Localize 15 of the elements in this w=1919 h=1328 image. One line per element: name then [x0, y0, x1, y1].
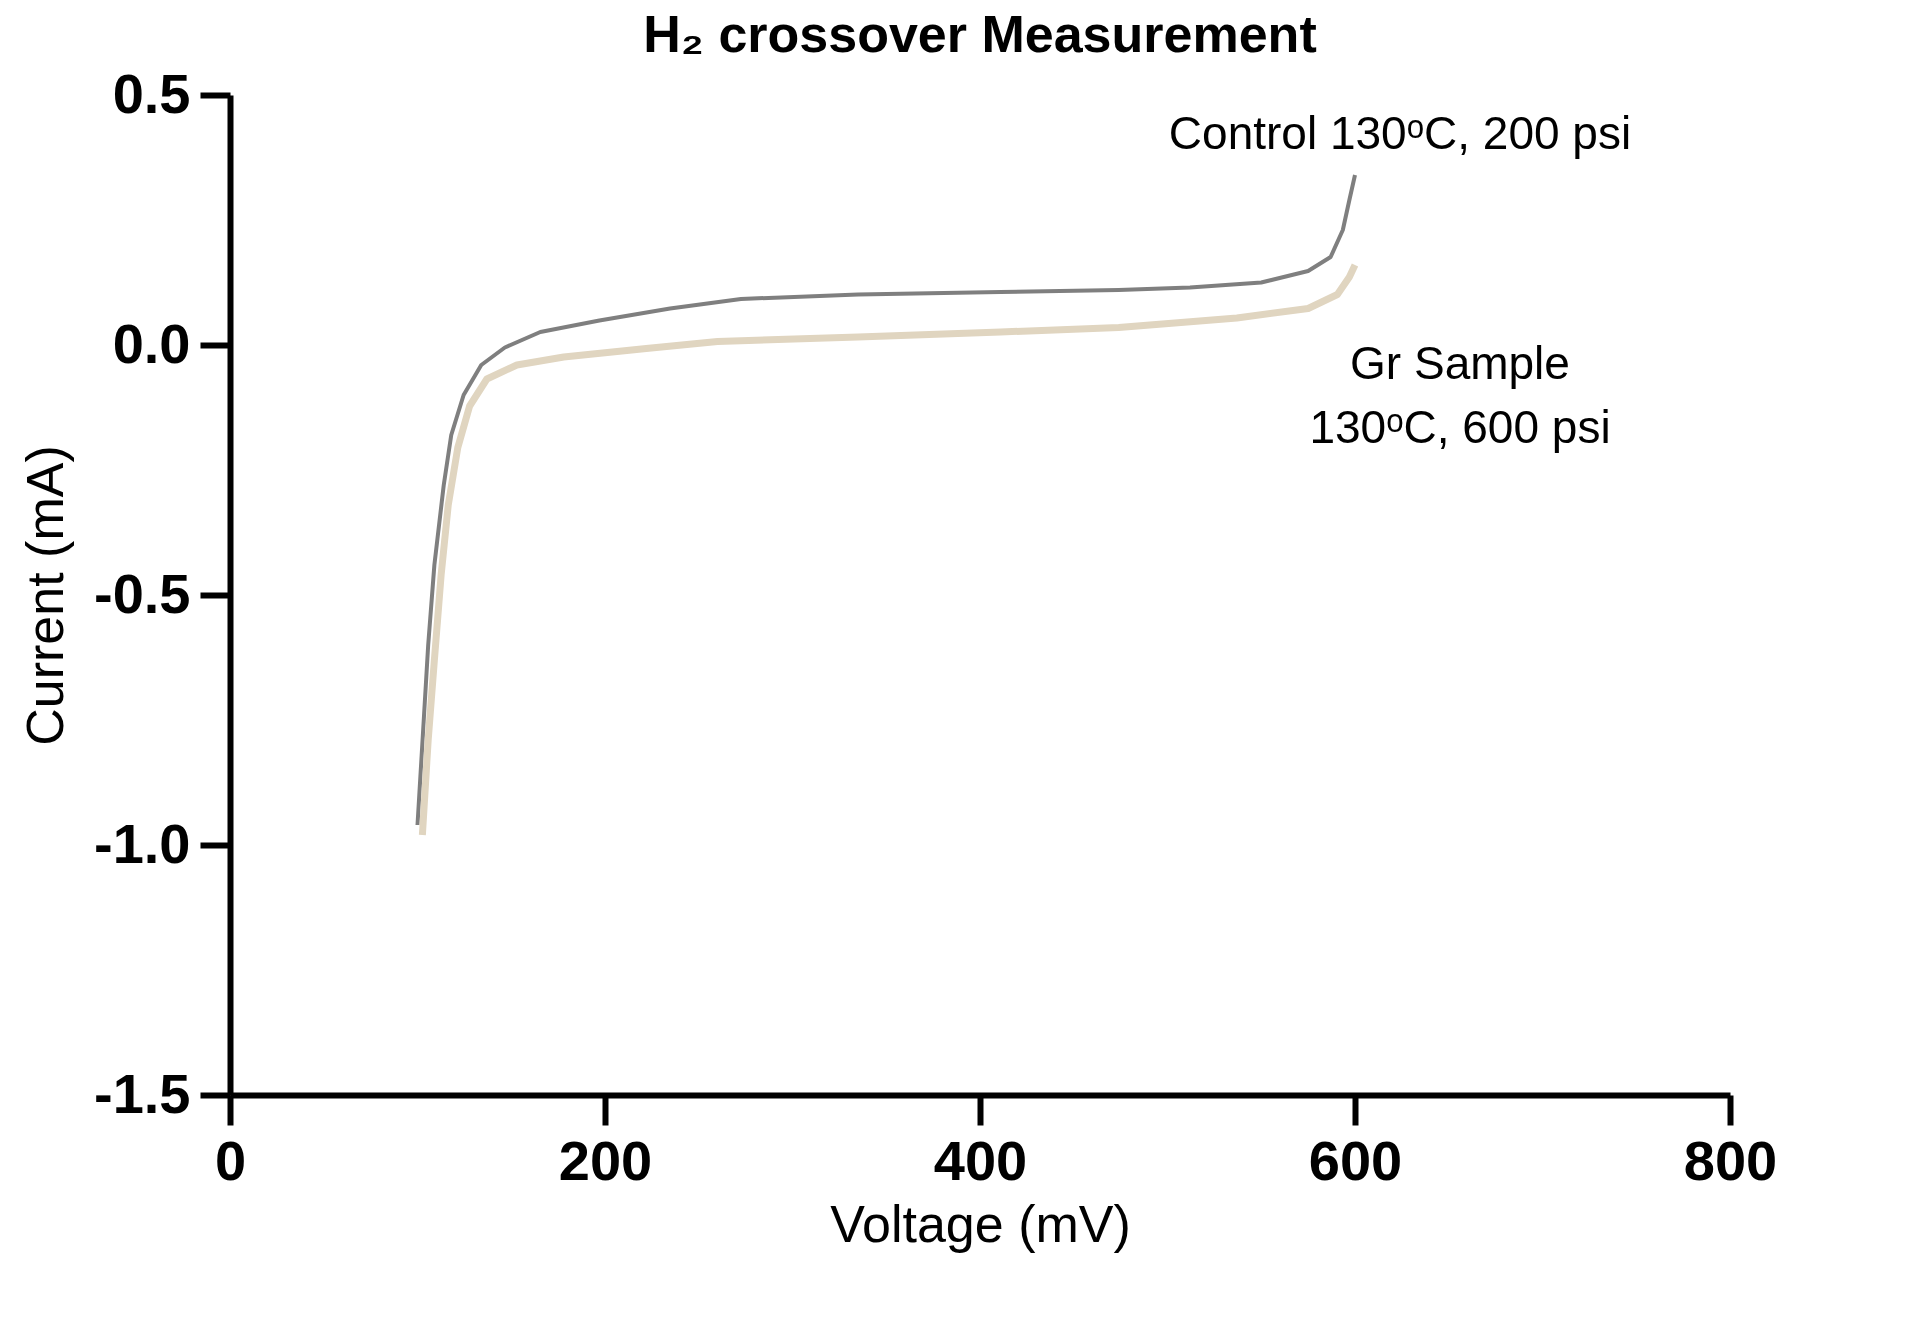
y-tick-label: 0.5 [112, 61, 191, 125]
x-tick-label: 800 [1683, 1128, 1778, 1192]
y-tick-label: -0.5 [94, 561, 191, 625]
x-tick-label: 0 [214, 1128, 247, 1192]
y-tick-label: 0.0 [112, 311, 191, 375]
x-axis-title: Voltage (mV) [830, 1194, 1131, 1253]
y-tick-label: -1.0 [94, 811, 191, 875]
chart-title: H₂ crossover Measurement [643, 5, 1317, 63]
y-tick-label: -1.5 [94, 1061, 191, 1125]
x-tick-label: 600 [1308, 1128, 1403, 1192]
x-tick-label: 400 [933, 1128, 1028, 1192]
annotation: Gr Sample 130ᵒC, 600 psi [1309, 337, 1611, 453]
annotation: Control 130ᵒC, 200 psi [1168, 107, 1632, 159]
x-tick-label: 200 [558, 1128, 653, 1192]
y-axis-title: Current (mA) [16, 445, 74, 746]
